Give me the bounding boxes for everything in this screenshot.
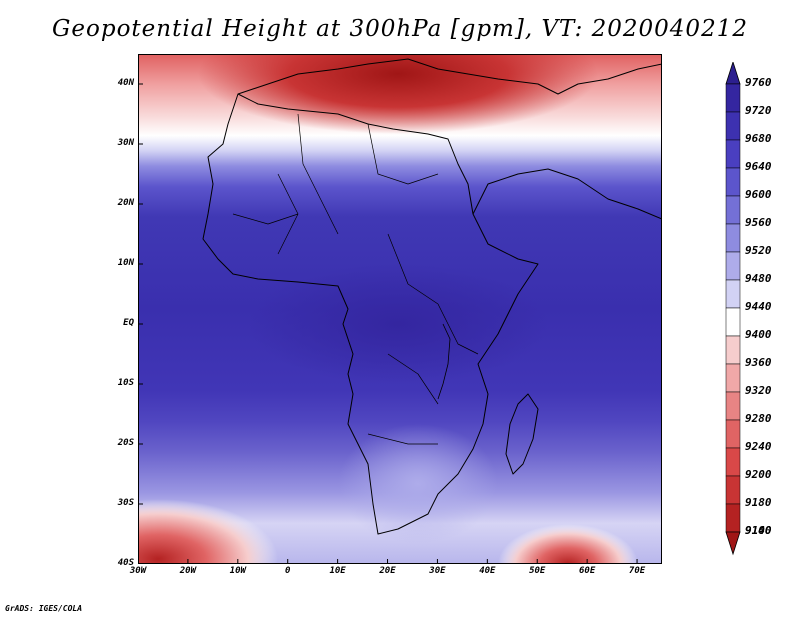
colorbar-swatch bbox=[725, 111, 741, 141]
colorbar-swatch bbox=[725, 251, 741, 281]
lat-label: 40S bbox=[117, 558, 134, 568]
coastlines bbox=[202, 58, 662, 535]
great-lakes bbox=[437, 323, 451, 400]
lat-label: 40N bbox=[117, 78, 134, 88]
colorbar-swatch bbox=[725, 447, 741, 477]
colorbar-swatch bbox=[725, 195, 741, 225]
lon-label: 70E bbox=[628, 566, 646, 576]
low-contour-southeast bbox=[498, 524, 638, 564]
map-panel: 40N 30N 20N 10N EQ 10S 20S 30S 40S 30W 20W 10W 0 10E… bbox=[118, 54, 662, 576]
colorbar-label: 9280 bbox=[745, 412, 772, 425]
colorbar-swatch bbox=[725, 83, 741, 113]
colorbar-top-arrow bbox=[725, 60, 741, 85]
colorbar-label: 9560 bbox=[745, 216, 772, 229]
colorbar-swatch bbox=[725, 167, 741, 197]
colorbar-label: 9360 bbox=[745, 356, 772, 369]
colorbar-swatch bbox=[725, 363, 741, 393]
colorbar-swatch bbox=[725, 279, 741, 309]
colorbar-label: 9760 bbox=[745, 76, 772, 89]
colorbar-label: 9680 bbox=[745, 132, 772, 145]
lat-label: 10N bbox=[117, 258, 134, 268]
lon-label: 50E bbox=[529, 566, 546, 576]
colorbar-swatch bbox=[725, 223, 741, 253]
colorbar-label: 9240 bbox=[745, 440, 772, 453]
colorbar-label: 9400 bbox=[745, 328, 772, 341]
colorbar-label: 9180 bbox=[745, 496, 772, 509]
central-minimum bbox=[248, 264, 548, 384]
colorbar-swatch bbox=[725, 139, 741, 169]
colorbar-bottom-arrow bbox=[725, 531, 741, 556]
lon-label: 60E bbox=[579, 566, 596, 576]
lat-label: 20N bbox=[117, 198, 134, 208]
country-borders bbox=[232, 113, 479, 445]
colorbar-swatches bbox=[725, 60, 741, 556]
colorbar-label: 9520 bbox=[745, 244, 772, 257]
contour-map bbox=[138, 54, 662, 564]
map-title: Geopotential Height at 300hPa [gpm], VT:… bbox=[52, 16, 748, 42]
europe-coast bbox=[237, 58, 662, 95]
colorbar: 9760 9720 9680 9640 9600 9560 9520 9480 9440 9400… bbox=[724, 60, 772, 562]
lon-label: 10W bbox=[229, 566, 246, 576]
colorbar-swatch bbox=[725, 475, 741, 505]
colorbar-label: 9200 bbox=[745, 468, 772, 481]
lon-label: 0 bbox=[284, 566, 291, 576]
lat-label: 30N bbox=[117, 138, 134, 148]
lon-label: 30E bbox=[429, 566, 446, 576]
madagascar-outline bbox=[505, 393, 539, 475]
arabia-coast bbox=[472, 168, 662, 220]
lat-label: EQ bbox=[123, 318, 134, 328]
colorbar-label: 9640 bbox=[745, 160, 772, 173]
southern-ridge bbox=[338, 424, 498, 544]
colorbar-label: 9140 bbox=[745, 524, 772, 537]
colorbar-swatch bbox=[725, 391, 741, 421]
lat-label: 10S bbox=[117, 378, 134, 388]
lon-label: 20E bbox=[379, 566, 396, 576]
map-frame bbox=[138, 54, 662, 564]
colorbar-label: 9100 bbox=[745, 524, 772, 537]
colorbar-swatch bbox=[725, 335, 741, 365]
colorbar-label: 9440 bbox=[745, 300, 772, 313]
software-credit: GrADS: IGES/COLA bbox=[5, 604, 83, 613]
lon-label: 10E bbox=[329, 566, 346, 576]
lon-label: 20W bbox=[179, 566, 197, 576]
lat-label: 30S bbox=[117, 498, 134, 508]
low-contour-southwest bbox=[138, 499, 278, 564]
lat-label: 20S bbox=[117, 438, 134, 448]
colorbar-label: 9720 bbox=[745, 104, 772, 117]
colorbar-label: 9320 bbox=[745, 384, 772, 397]
lon-label: 40E bbox=[479, 566, 496, 576]
colorbar-swatch bbox=[725, 503, 741, 533]
colorbar-label: 9480 bbox=[745, 272, 772, 285]
axis-ticks bbox=[138, 83, 638, 564]
africa-outline bbox=[202, 93, 539, 535]
lon-label: 30W bbox=[129, 566, 147, 576]
colorbar-swatch bbox=[725, 307, 741, 337]
colorbar-swatch bbox=[725, 419, 741, 449]
colorbar-label: 9600 bbox=[745, 188, 772, 201]
